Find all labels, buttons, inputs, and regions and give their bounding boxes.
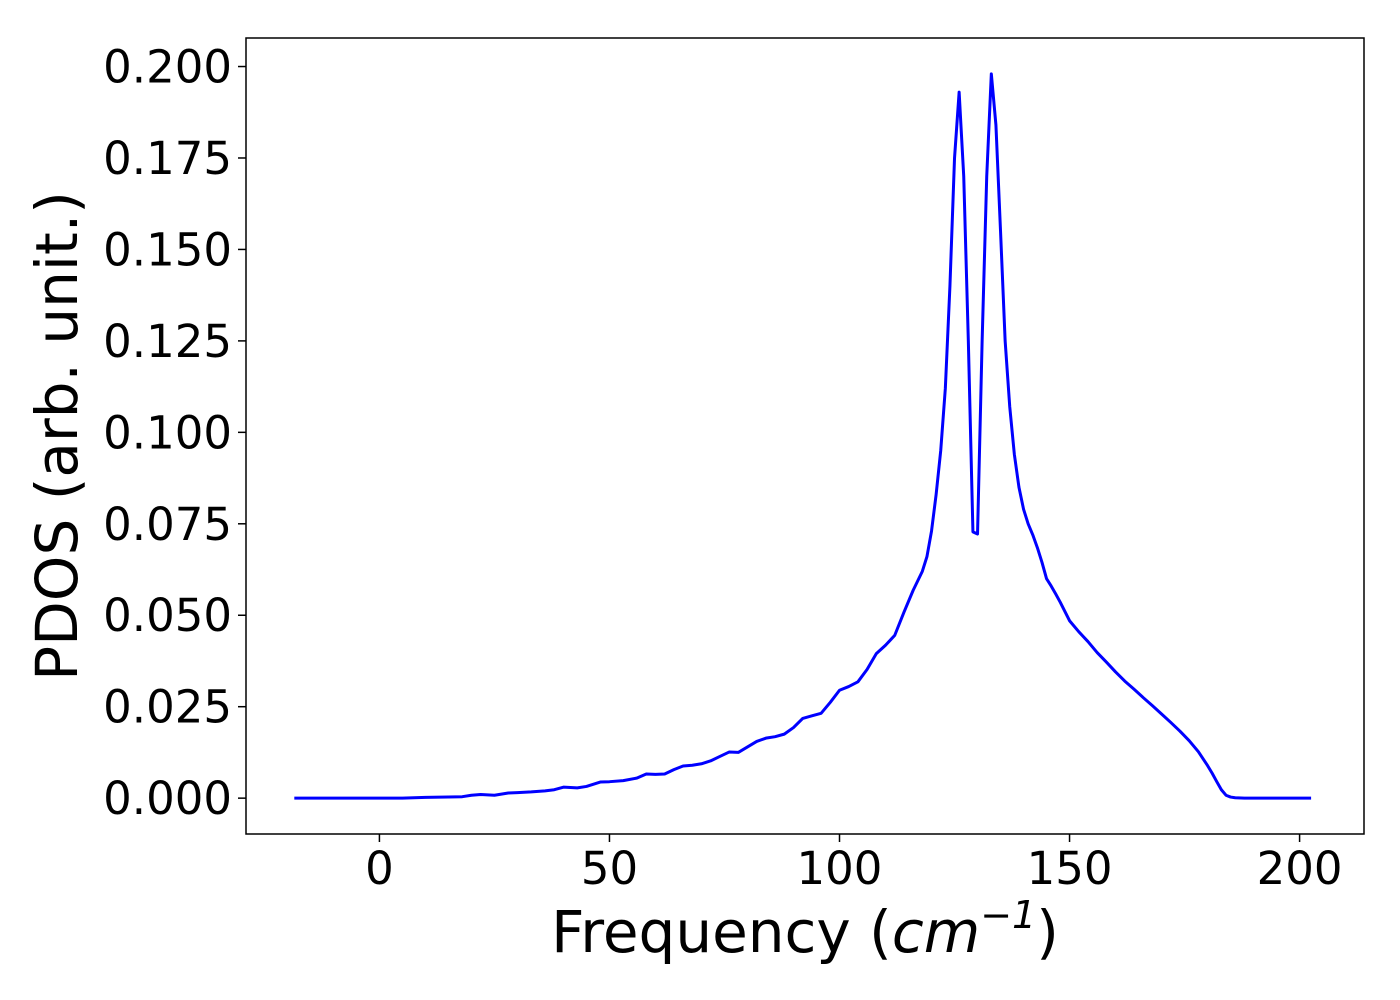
x-tick-label: 150 bbox=[1027, 842, 1113, 895]
y-tick-label: 0.200 bbox=[103, 41, 232, 94]
plot-area bbox=[294, 72, 1312, 800]
y-tick-label: 0.175 bbox=[103, 132, 232, 185]
y-axis-label: PDOS (arb. unit.) bbox=[23, 191, 91, 681]
y-tick-label: 0.000 bbox=[103, 772, 232, 825]
y-tick-label: 0.050 bbox=[103, 589, 232, 642]
y-axis-ticks: 0.000 0.025 0.050 0.075 0.100 0.125 0.150 0.175… bbox=[103, 41, 246, 825]
x-tick-label: 200 bbox=[1257, 842, 1343, 895]
y-tick-label: 0.125 bbox=[103, 315, 232, 368]
x-tick-label: 50 bbox=[581, 842, 638, 895]
x-axis-ticks: 0 50 100 150 200 bbox=[365, 834, 1343, 895]
y-tick-label: 0.025 bbox=[103, 681, 232, 734]
plot-frame bbox=[245, 37, 1365, 835]
y-tick-label: 0.100 bbox=[103, 406, 232, 459]
pdos-series-line-0 bbox=[294, 72, 1312, 800]
y-tick-label: 0.075 bbox=[103, 498, 232, 551]
x-axis-label: Frequency (cm−1) bbox=[551, 893, 1059, 966]
y-tick-label: 0.150 bbox=[103, 223, 232, 276]
x-tick-label: 100 bbox=[797, 842, 883, 895]
x-tick-label: 0 bbox=[365, 842, 394, 895]
